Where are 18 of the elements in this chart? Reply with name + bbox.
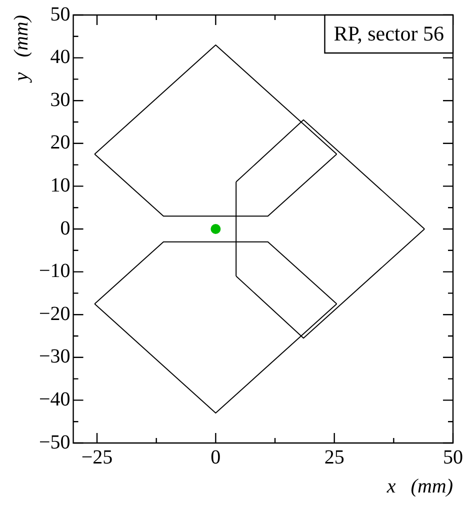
y-tick-label: 20: [50, 132, 70, 154]
x-tick-label: 25: [324, 446, 344, 468]
y-tick-label: 40: [50, 46, 70, 68]
y-tick-label: −10: [39, 260, 70, 282]
y-tick-label: −20: [39, 302, 70, 325]
annotation: RP, sector 56: [334, 22, 444, 46]
x-axis-title: x (mm): [386, 475, 454, 498]
x-tick-label: −25: [81, 446, 113, 468]
y-axis-title: y (mm): [10, 14, 32, 84]
x-tick-label: 0: [210, 446, 221, 468]
y-tick-label: 30: [50, 88, 70, 111]
y-tick-label: −30: [39, 346, 70, 368]
y-tick-label: −50: [39, 431, 70, 454]
x-tick-label: 50: [443, 446, 463, 468]
y-tick-label: 10: [50, 174, 70, 196]
y-tick-label: 0: [60, 217, 70, 240]
y-tick-label: −40: [39, 388, 70, 410]
y-tick-label: 50: [50, 3, 70, 26]
